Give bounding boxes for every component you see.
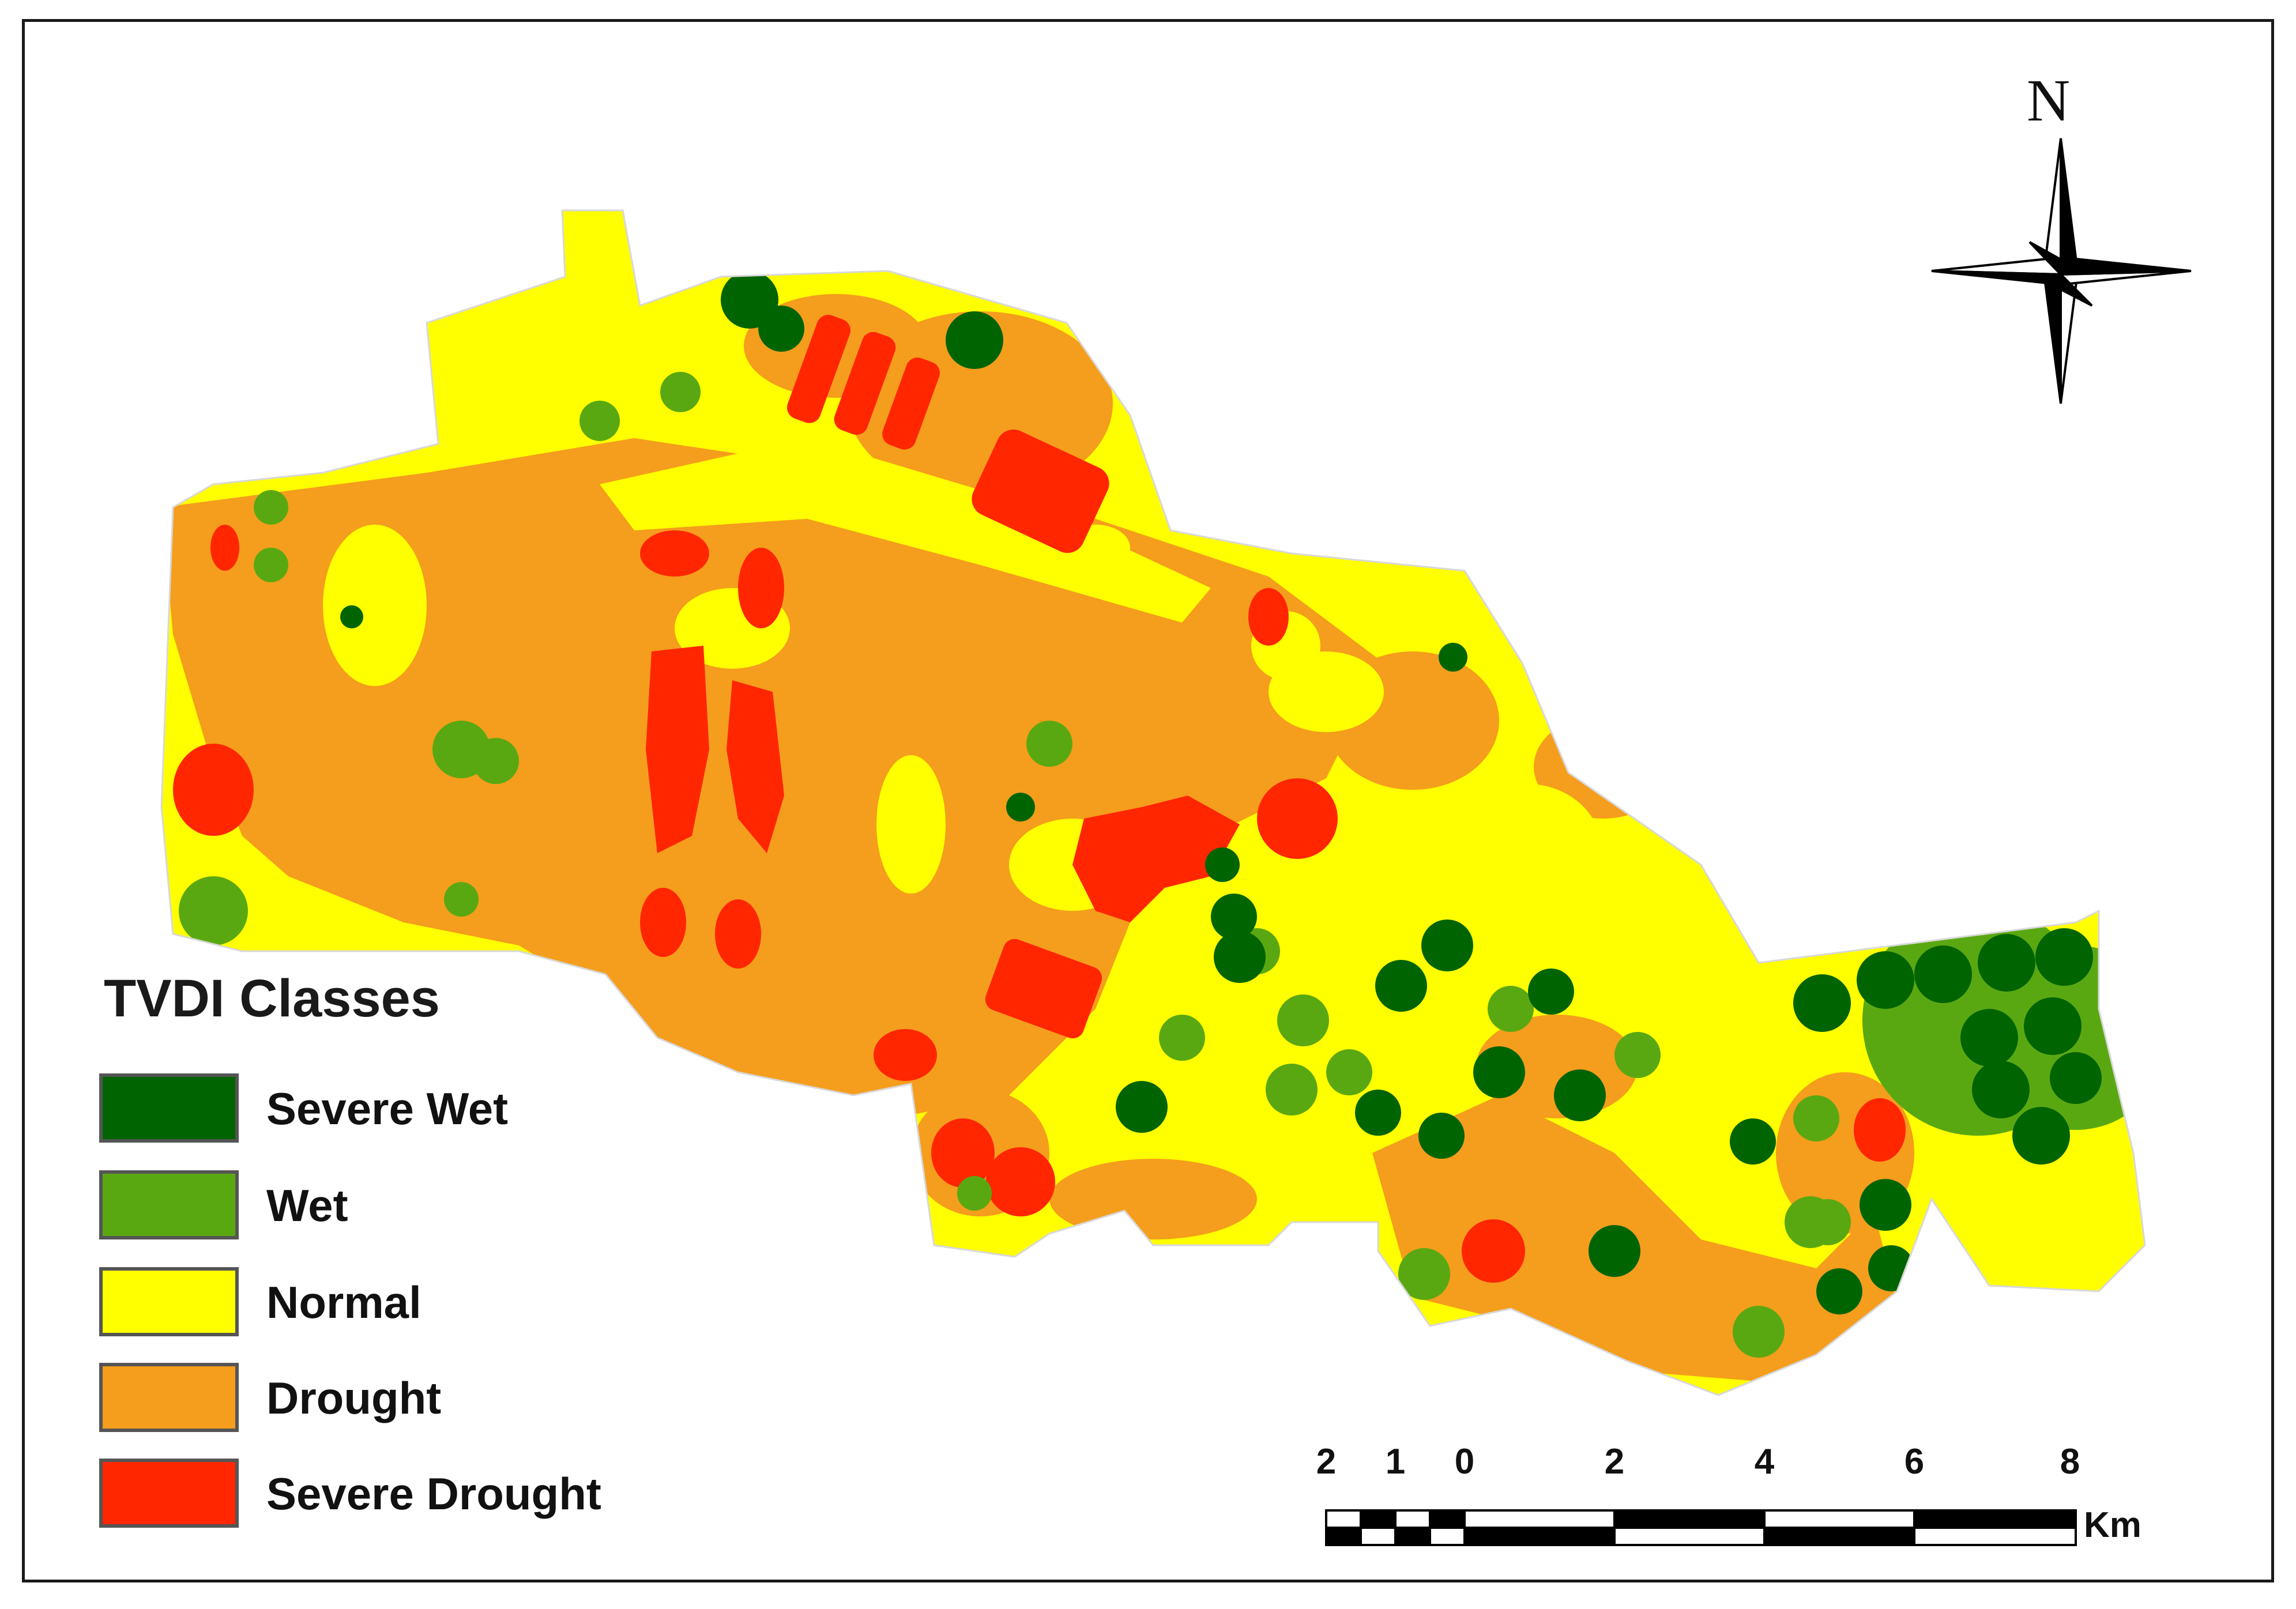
legend-label-severe-wet: Severe Wet	[266, 1083, 509, 1134]
scale-tick-1: 1	[1385, 1442, 1406, 1482]
legend-label-wet: Wet	[266, 1180, 348, 1231]
scale-tick-8: 8	[2060, 1442, 2080, 1482]
legend-label-severe-drought: Severe Drought	[266, 1468, 601, 1519]
scale-tick-0: 0	[1454, 1442, 1475, 1482]
legend-swatch-normal	[99, 1267, 239, 1336]
legend-label-drought: Drought	[266, 1373, 442, 1423]
severe-wet-zones	[340, 271, 2102, 1314]
legend-swatch-severe-wet	[99, 1073, 239, 1143]
legend-label-normal: Normal	[266, 1277, 421, 1328]
map-frame	[22, 19, 2274, 1582]
scale-bar	[1325, 1509, 2077, 1546]
severe-drought-zones	[173, 315, 1906, 1283]
legend-title: TVDI Classes	[104, 969, 440, 1028]
scale-unit: Km	[2084, 1505, 2141, 1545]
legend-swatch-severe-drought	[99, 1459, 239, 1528]
scale-tick-6: 6	[1904, 1442, 1925, 1482]
scale-tick-2: 2	[1604, 1442, 1625, 1482]
scale-tick-4: 4	[1754, 1442, 1775, 1482]
north-label: N	[2027, 67, 2071, 134]
north-arrow-icon	[1931, 138, 2192, 404]
legend-swatch-wet	[99, 1170, 239, 1239]
legend-swatch-drought	[99, 1363, 239, 1432]
scale-tick-2-left: 2	[1316, 1442, 1337, 1482]
